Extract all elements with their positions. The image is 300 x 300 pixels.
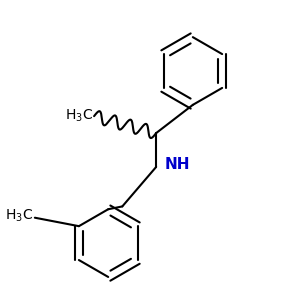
- Text: H$_3$C: H$_3$C: [5, 208, 33, 224]
- Text: NH: NH: [165, 157, 190, 172]
- Text: H$_3$C: H$_3$C: [64, 108, 93, 124]
